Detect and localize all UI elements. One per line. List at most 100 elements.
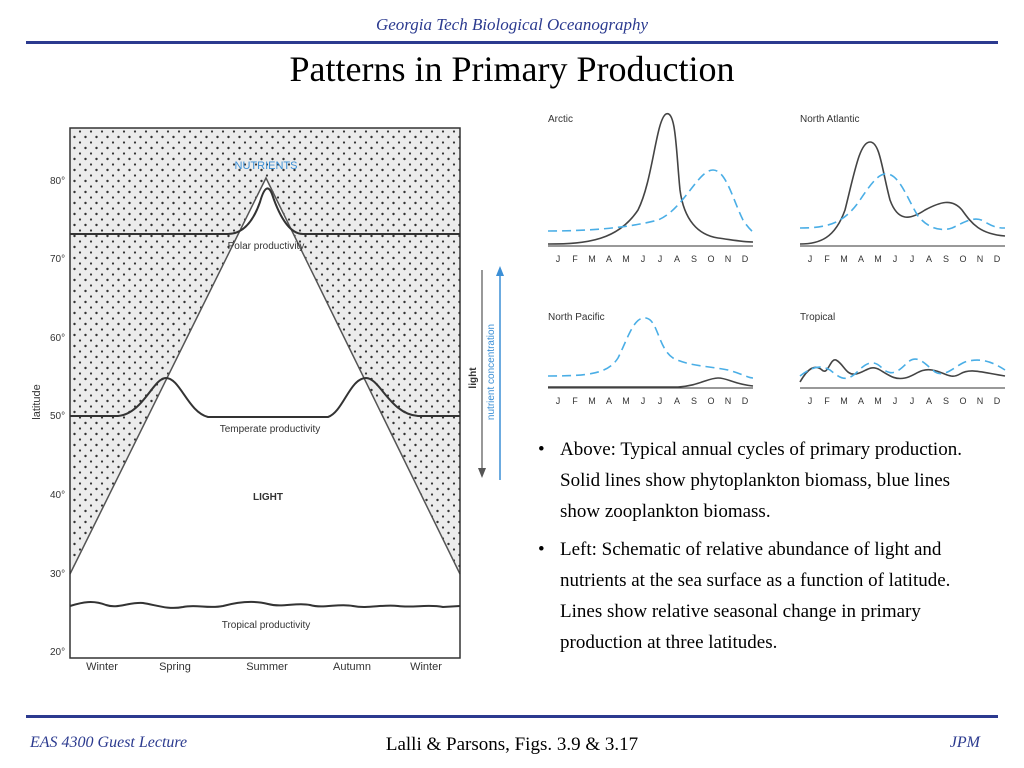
svg-text:M: M xyxy=(874,254,882,264)
svg-text:O: O xyxy=(707,396,714,406)
bullet-marker: • xyxy=(538,439,545,460)
svg-text:M: M xyxy=(840,254,848,264)
x-tick-label: Winter xyxy=(86,661,118,673)
polar-productivity-label: Polar productivity xyxy=(228,241,305,252)
svg-text:J: J xyxy=(556,254,561,264)
phytoplankton-line xyxy=(548,377,754,388)
svg-text:J: J xyxy=(808,254,813,264)
temperate-productivity-curve xyxy=(70,376,460,418)
phytoplankton-line xyxy=(799,359,1006,383)
svg-text:M: M xyxy=(588,396,596,406)
temperate-productivity-label: Temperate productivity xyxy=(220,424,321,435)
svg-text:J: J xyxy=(658,396,663,406)
footer-citation: Lalli & Parsons, Figs. 3.9 & 3.17 xyxy=(385,734,639,755)
svg-text:A: A xyxy=(674,254,680,264)
header-title: Georgia Tech Biological Oceanography xyxy=(375,15,649,34)
svg-text:A: A xyxy=(674,396,680,406)
light-nutrient-schematic: 80° 70° 60° 50° 40° 30° 20° latitude Win… xyxy=(31,127,461,673)
bullet-text: Left: Schematic of relative abundance of… xyxy=(560,539,951,653)
light-boundary xyxy=(69,176,461,575)
svg-text:F: F xyxy=(824,396,830,406)
x-tick-label: Spring xyxy=(159,661,191,673)
svg-text:J: J xyxy=(910,254,915,264)
x-tick-label: Autumn xyxy=(333,661,371,673)
svg-text:F: F xyxy=(824,254,830,264)
zooplankton-line xyxy=(799,173,1006,231)
svg-text:J: J xyxy=(893,254,898,264)
svg-text:J: J xyxy=(556,396,561,406)
svg-text:A: A xyxy=(606,396,612,406)
svg-text:J: J xyxy=(658,254,663,264)
svg-text:A: A xyxy=(926,254,932,264)
panel-title: Arctic xyxy=(548,114,573,125)
bullet-text: Above: Typical annual cycles of primary … xyxy=(560,439,962,522)
y-tick-label: 80° xyxy=(50,176,65,187)
panel-title: North Atlantic xyxy=(800,114,859,125)
zooplankton-line xyxy=(799,358,1006,380)
svg-text:O: O xyxy=(707,254,714,264)
svg-text:J: J xyxy=(910,396,915,406)
polar-productivity-curve xyxy=(70,187,460,235)
svg-text:N: N xyxy=(977,254,984,264)
y-tick-label: 50° xyxy=(50,411,65,422)
svg-text:D: D xyxy=(742,396,749,406)
slide-title: Patterns in Primary Production xyxy=(289,49,735,89)
svg-text:M: M xyxy=(874,396,882,406)
x-tick-label: Winter xyxy=(410,661,442,673)
phytoplankton-line xyxy=(547,113,754,245)
header-rule xyxy=(26,41,998,44)
bullet-item: • Above: Typical annual cycles of primary… xyxy=(534,434,974,527)
y-tick-label: 40° xyxy=(50,490,65,501)
svg-text:M: M xyxy=(622,396,630,406)
svg-text:M: M xyxy=(622,254,630,264)
svg-text:J: J xyxy=(641,396,646,406)
light-label: LIGHT xyxy=(253,492,283,503)
caption-bullets: • Above: Typical annual cycles of primary… xyxy=(534,434,974,665)
nutrients-label: NUTRIENTS xyxy=(235,160,298,172)
y-axis-label: latitude xyxy=(31,384,43,419)
y-tick-label: 60° xyxy=(50,333,65,344)
side-nutrient-label: nutrient concentration xyxy=(486,324,497,420)
y-tick-label: 20° xyxy=(50,647,65,658)
side-light-label: light xyxy=(468,367,479,389)
bullet-item: • Left: Schematic of relative abundance o… xyxy=(534,534,974,658)
tropical-productivity-curve xyxy=(69,600,461,609)
svg-text:F: F xyxy=(572,396,578,406)
svg-text:S: S xyxy=(691,396,697,406)
svg-text:F: F xyxy=(572,254,578,264)
y-tick-label: 70° xyxy=(50,254,65,265)
svg-text:O: O xyxy=(959,396,966,406)
svg-text:D: D xyxy=(994,396,1001,406)
svg-text:D: D xyxy=(742,254,749,264)
svg-text:S: S xyxy=(691,254,697,264)
svg-text:S: S xyxy=(943,254,949,264)
x-tick-label: Summer xyxy=(246,661,288,673)
footer-rule xyxy=(26,715,998,718)
zooplankton-line xyxy=(547,317,754,379)
footer-course: EAS 4300 Guest Lecture xyxy=(30,734,188,751)
panel-title: North Pacific xyxy=(548,312,605,323)
svg-text:A: A xyxy=(606,254,612,264)
svg-text:J: J xyxy=(893,396,898,406)
nutrient-region xyxy=(70,128,460,574)
svg-text:A: A xyxy=(858,254,864,264)
svg-text:M: M xyxy=(588,254,596,264)
bullet-marker: • xyxy=(538,539,545,560)
svg-text:S: S xyxy=(943,396,949,406)
phytoplankton-line xyxy=(799,141,1006,245)
zooplankton-line xyxy=(547,169,754,233)
svg-text:J: J xyxy=(641,254,646,264)
tropical-productivity-label: Tropical productivity xyxy=(222,620,311,631)
svg-text:N: N xyxy=(725,254,732,264)
y-tick-label: 30° xyxy=(50,569,65,580)
footer-author: JPM xyxy=(949,734,980,751)
